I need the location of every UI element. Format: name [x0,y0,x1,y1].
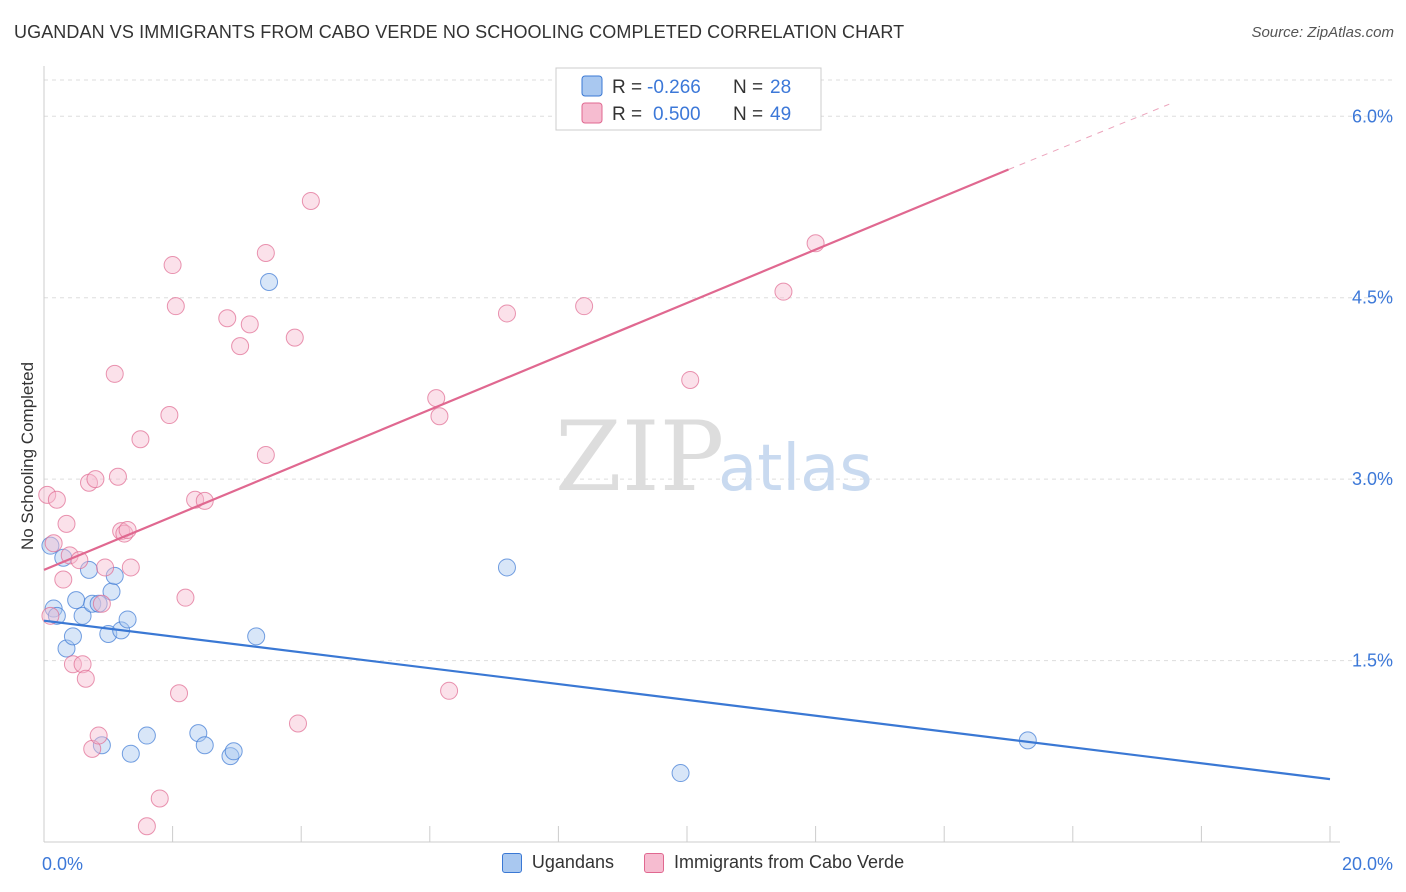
cabo-verde-point [54,570,73,589]
ugandan-point [671,764,690,783]
cabo-verde-point [430,407,449,426]
ugandan-point [63,627,82,646]
y-tick-label: 3.0% [1352,469,1393,489]
y-tick-label: 6.0% [1352,106,1393,126]
stats-swatch-blue [581,75,603,97]
stats-n-value-blue: 28 [770,77,791,98]
watermark-atlas: atlas [718,432,873,506]
chart-title: UGANDAN VS IMMIGRANTS FROM CABO VERDE NO… [14,22,905,42]
ugandan-point [260,272,279,291]
legend-label-ugandans: Ugandans [531,852,614,872]
cabo-verde-trendline [43,168,1009,571]
ugandan-point [102,582,121,601]
cabo-verde-point [57,514,76,533]
cabo-verde-point [76,669,95,688]
ugandan-point [47,606,66,625]
stats-swatch-pink [581,102,603,124]
source-credit: Source: ZipAtlas.com [1251,24,1394,41]
cabo-verde-point [89,726,108,745]
legend-item-ugandans: Ugandans [501,852,614,873]
cabo-verde-point [63,655,82,674]
ugandan-point [247,627,266,646]
cabo-verde-point [92,594,111,613]
ugandan-point [224,742,243,761]
ugandan-point [80,560,99,579]
ugandan-trendline [43,619,1331,781]
y-axis-title: No Schooling Completed [18,362,37,550]
cabo-verde-point [681,370,700,389]
cabo-verde-point [256,243,275,262]
cabo-verde-point [96,558,115,577]
stats-n-value-pink: 49 [770,104,791,125]
ugandan-point [118,610,137,629]
ugandan-point [121,744,140,763]
cabo-verde-point [131,430,150,449]
cabo-verde-trendline-extension [1008,103,1170,170]
ugandan-point [497,558,516,577]
grid-layer [44,79,1392,662]
cabo-verde-point [774,282,793,301]
cabo-verde-point [86,470,105,489]
stats-legend: R = -0.266 N = 28 R = 0.500 N = 49 [555,67,822,131]
cabo-verde-point [121,558,140,577]
axes-layer [43,66,1340,843]
cabo-verde-point [73,655,92,674]
cabo-verde-point [176,588,195,607]
cabo-verde-point [575,297,594,316]
stats-n-label-pink: N = [733,104,763,125]
cabo-verde-point [256,445,275,464]
stats-r-label-blue: R = [612,77,642,98]
stats-r-value-blue: -0.266 [647,77,701,98]
watermark-zip: ZIP [555,401,724,513]
points-layer [38,191,1037,836]
y-tick-label: 1.5% [1352,651,1393,671]
cabo-verde-point [285,328,304,347]
cabo-verde-point [163,256,182,275]
legend-item-cabo-verde: Immigrants from Cabo Verde [643,852,905,873]
x-tick-label: 20.0% [1342,854,1393,874]
cabo-verde-point [38,485,57,504]
cabo-verde-point [47,490,66,509]
watermark: ZIP atlas [555,401,873,513]
ugandan-point [221,747,240,766]
cabo-verde-point [108,467,127,486]
ugandan-point [195,736,214,755]
stats-n-label-blue: N = [733,77,763,98]
cabo-verde-point [231,337,250,356]
legend-swatch-blue [501,852,522,873]
ugandan-point [137,726,156,745]
ugandan-point [83,594,102,613]
cabo-verde-point [44,534,63,553]
x-tick-label: 0.0% [42,854,83,874]
ugandan-point [67,591,86,610]
cabo-verde-point [440,681,459,700]
legend-swatch-pink [643,852,664,873]
cabo-verde-point [301,191,320,210]
series-legend: Ugandans Immigrants from Cabo Verde [0,852,1406,873]
y-tick-label: 4.5% [1352,288,1393,308]
cabo-verde-point [497,304,516,323]
stats-r-label-pink: R = [612,104,642,125]
labels-layer: 1.5% 3.0% 4.5% 6.0% 0.0% 20.0% No Schooling Co… [18,106,1393,874]
cabo-verde-point [240,315,259,334]
stats-r-value-pink: 0.500 [653,104,701,125]
cabo-verde-point [166,297,185,316]
ugandan-point [41,536,60,555]
cabo-verde-point [160,406,179,425]
cabo-verde-point [218,309,237,328]
cabo-verde-point [288,714,307,733]
cabo-verde-point [150,789,169,808]
legend-label-cabo-verde: Immigrants from Cabo Verde [673,852,905,872]
cabo-verde-point [170,684,189,703]
cabo-verde-point [137,817,156,836]
trend-layer [43,103,1331,781]
ugandan-point [92,736,111,755]
cabo-verde-point [105,364,124,383]
